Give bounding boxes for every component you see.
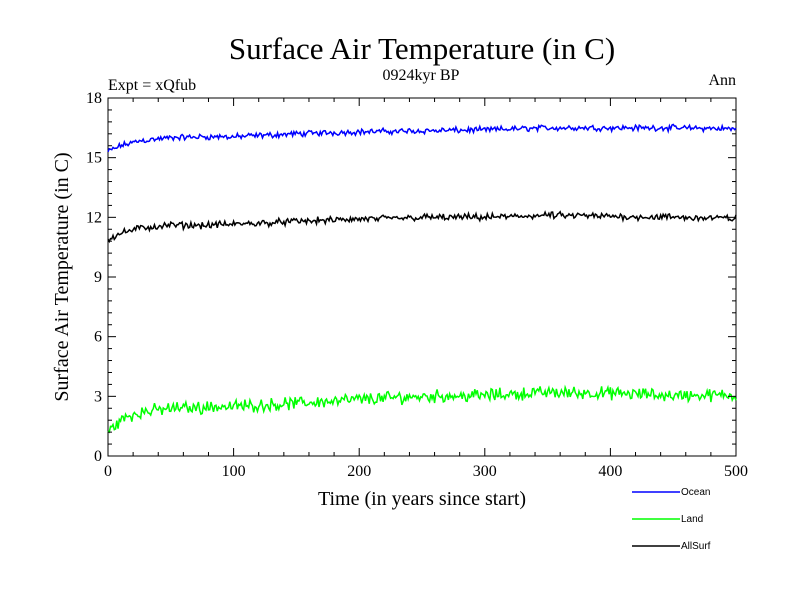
y-tick-label: 18 [86, 90, 102, 107]
x-tick-label: 100 [222, 463, 246, 480]
y-tick-label: 6 [94, 329, 102, 346]
y-axis-label: Surface Air Temperature (in C) [51, 152, 73, 401]
season-label: Ann [708, 72, 736, 89]
y-tick-label: 0 [94, 448, 102, 465]
series-layer [107, 123, 737, 434]
x-tick-label: 200 [347, 463, 371, 480]
x-axis-label: Time (in years since start) [318, 488, 526, 510]
plot-frame [107, 97, 737, 457]
chart-subtitle: 0924kyr BP [383, 67, 460, 84]
chart-title: Surface Air Temperature (in C) [229, 31, 615, 66]
x-tick-label: 500 [724, 463, 748, 480]
y-tick-label: 9 [94, 269, 102, 286]
legend-label-allsurf: AllSurf [681, 541, 711, 552]
x-tick-label: 0 [104, 463, 112, 480]
series-line-allsurf [107, 210, 737, 244]
legend-label-ocean: Ocean [681, 487, 710, 498]
y-tick-label: 3 [94, 388, 102, 405]
x-tick-label: 400 [598, 463, 622, 480]
legend: Ocean Land AllSurf [632, 487, 711, 552]
series-line-ocean [107, 123, 737, 153]
experiment-label: Expt = xQfub [108, 77, 196, 94]
legend-label-land: Land [681, 514, 703, 525]
axis-ticks: 0 100 200 300 400 500 0 3 6 9 12 15 18 [86, 90, 748, 480]
x-tick-label: 300 [473, 463, 497, 480]
series-line-land [107, 384, 737, 434]
y-tick-label: 12 [86, 209, 102, 226]
y-tick-label: 15 [86, 150, 102, 167]
